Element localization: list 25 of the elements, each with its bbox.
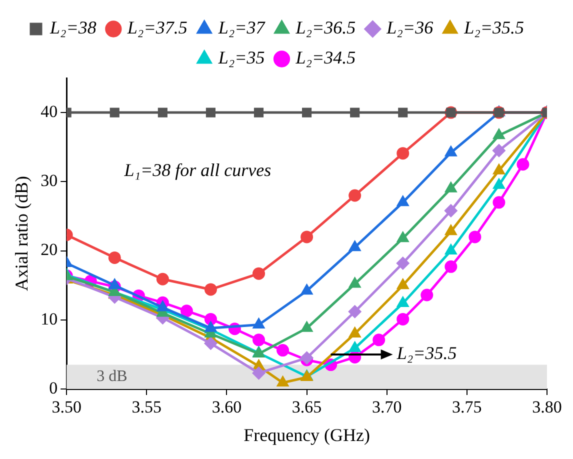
x-tick-label: 3.80 — [532, 398, 562, 417]
x-tick-label: 3.60 — [212, 398, 242, 417]
y-tick-label: 30 — [40, 171, 58, 190]
legend-label: L₂=36.5 — [294, 18, 356, 38]
annotation: L₂=35.5 — [396, 343, 457, 364]
x-tick-label: 3.55 — [132, 398, 162, 417]
x-tick-label: 3.75 — [452, 398, 482, 417]
legend-label: L₂=35 — [217, 48, 265, 68]
legend-label: L₂=35.5 — [463, 18, 524, 38]
legend-label: L₂=37.5 — [126, 18, 188, 38]
y-tick-label: 40 — [40, 102, 58, 122]
x-axis-title: Frequency (GHz) — [244, 424, 370, 445]
legend-label: L₂=38 — [49, 18, 96, 38]
y-tick-label: 10 — [40, 309, 58, 328]
annotation: L₁=38 for all curves — [123, 160, 272, 180]
legend-label: L₂=34.5 — [294, 48, 356, 68]
legend-label: L₂=36 — [386, 18, 434, 38]
x-tick-label: 3.70 — [372, 398, 402, 417]
legend-label: L₂=37 — [217, 18, 266, 38]
y-tick-label: 0 — [49, 378, 58, 398]
band-label: 3 dB — [96, 368, 128, 386]
y-tick-label: 20 — [40, 240, 58, 260]
x-tick-label: 3.65 — [292, 398, 322, 417]
x-tick-label: 3.50 — [52, 398, 82, 417]
y-axis-title: Axial ratio (dB) — [12, 176, 32, 291]
